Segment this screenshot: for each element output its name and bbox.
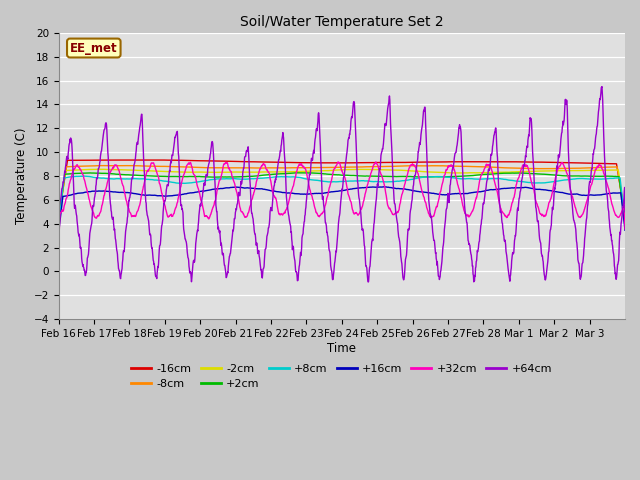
Text: EE_met: EE_met	[70, 42, 118, 55]
+16cm	[344, 187, 352, 192]
+8cm	[79, 173, 87, 179]
-2cm	[65, 168, 73, 173]
+16cm	[585, 192, 593, 198]
+8cm	[55, 222, 63, 228]
Line: -2cm: -2cm	[59, 169, 625, 221]
+32cm	[55, 240, 63, 246]
+64cm	[311, 140, 319, 146]
Title: Soil/Water Temperature Set 2: Soil/Water Temperature Set 2	[240, 15, 444, 29]
-2cm	[94, 167, 102, 172]
+8cm	[621, 219, 629, 225]
+64cm	[445, 192, 453, 198]
-8cm	[156, 164, 164, 169]
-8cm	[345, 164, 353, 170]
-8cm	[65, 164, 73, 169]
+2cm	[311, 170, 319, 176]
+8cm	[345, 178, 353, 184]
-16cm	[621, 213, 629, 218]
-8cm	[311, 165, 319, 170]
X-axis label: Time: Time	[327, 342, 356, 355]
+32cm	[585, 190, 593, 196]
-8cm	[445, 163, 453, 169]
+32cm	[334, 159, 342, 165]
+16cm	[55, 229, 63, 235]
+2cm	[65, 171, 73, 177]
+64cm	[364, 279, 372, 285]
+2cm	[156, 173, 164, 179]
-8cm	[122, 163, 130, 168]
+64cm	[585, 184, 593, 190]
+16cm	[311, 191, 319, 196]
-16cm	[103, 157, 111, 163]
-16cm	[345, 160, 353, 166]
-8cm	[585, 165, 593, 171]
+32cm	[65, 181, 73, 187]
Legend: -16cm, -8cm, -2cm, +2cm, +8cm, +16cm, +32cm, +64cm: -16cm, -8cm, -2cm, +2cm, +8cm, +16cm, +3…	[127, 359, 557, 394]
-16cm	[311, 160, 319, 166]
Line: +2cm: +2cm	[59, 173, 625, 223]
-8cm	[621, 215, 629, 221]
+32cm	[621, 226, 629, 232]
+32cm	[311, 204, 319, 210]
+64cm	[344, 136, 352, 142]
+8cm	[156, 178, 164, 183]
+2cm	[301, 170, 308, 176]
+8cm	[65, 174, 73, 180]
+64cm	[621, 209, 629, 215]
+32cm	[156, 181, 164, 187]
+16cm	[621, 228, 629, 233]
-16cm	[445, 159, 453, 165]
-2cm	[345, 167, 353, 172]
Line: +8cm: +8cm	[59, 176, 625, 225]
+2cm	[345, 172, 353, 178]
Y-axis label: Temperature (C): Temperature (C)	[15, 128, 28, 224]
+16cm	[65, 192, 73, 198]
+2cm	[55, 218, 63, 224]
-2cm	[55, 218, 63, 224]
Line: -16cm: -16cm	[59, 160, 625, 216]
-2cm	[311, 168, 319, 174]
+16cm	[156, 193, 164, 199]
+16cm	[380, 184, 388, 190]
-16cm	[156, 157, 164, 163]
+8cm	[311, 177, 319, 183]
+32cm	[445, 163, 453, 169]
Line: +16cm: +16cm	[59, 187, 625, 232]
-2cm	[585, 168, 593, 173]
+8cm	[585, 176, 593, 182]
+16cm	[445, 192, 453, 197]
+32cm	[345, 192, 353, 198]
+64cm	[598, 84, 606, 89]
+2cm	[621, 220, 629, 226]
-2cm	[621, 215, 629, 221]
+64cm	[156, 242, 164, 248]
Line: -8cm: -8cm	[59, 166, 625, 218]
+64cm	[55, 225, 63, 230]
-8cm	[55, 215, 63, 221]
+2cm	[445, 174, 453, 180]
+8cm	[445, 174, 453, 180]
-16cm	[65, 157, 73, 163]
-2cm	[445, 170, 453, 176]
+64cm	[65, 141, 73, 146]
-2cm	[156, 168, 164, 174]
Line: +32cm: +32cm	[59, 162, 625, 243]
Line: +64cm: +64cm	[59, 86, 625, 282]
+2cm	[585, 173, 593, 179]
-16cm	[585, 160, 593, 166]
-16cm	[55, 213, 63, 219]
